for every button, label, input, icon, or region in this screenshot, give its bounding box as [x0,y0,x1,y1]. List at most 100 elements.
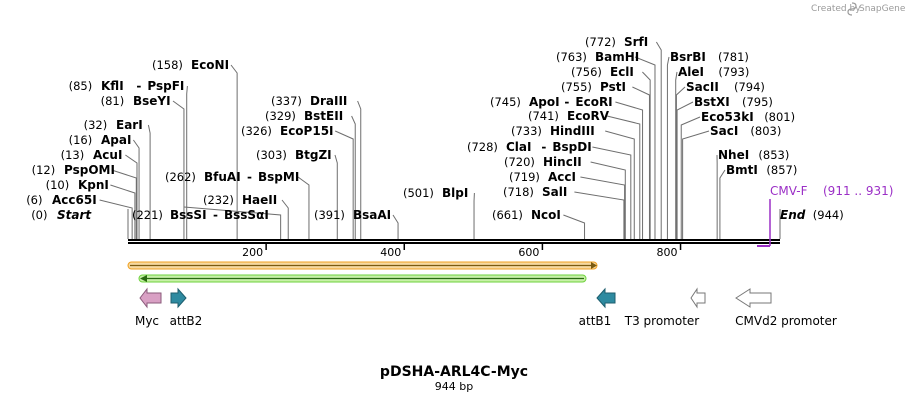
site-haeii[interactable]: HaeII (232) [203,193,277,207]
site-pos-hincii: (720) [504,155,535,169]
site-apai[interactable]: ApaI (16) [69,133,132,147]
site-bstxi[interactable]: BstXI (795) [694,95,773,109]
orf-orange[interactable] [127,261,598,270]
site-pos-econi: (158) [152,58,183,72]
site-sep-bfuai: - [247,170,252,184]
site-hincii[interactable]: HincII (720) [504,155,582,169]
site-pos-srfi: (772) [585,35,616,49]
tick-label-600: 600 [518,246,539,259]
site-name-haeii: HaeII [242,193,277,207]
site-name-econi: EcoNI [191,58,229,72]
site-eco53ki[interactable]: Eco53kI (801) [701,110,795,124]
site-pos-ecop15i: (326) [241,124,272,138]
site-name2-apoi: EcoRI [575,95,612,109]
site-clai[interactable]: ClaI - BspDI (728) [467,140,592,154]
site-name2-bfuai: BspMI [258,170,299,184]
site-pos-bstxi: (795) [742,95,773,109]
site-bsssi[interactable]: BssSI - BssSαI (221) [132,208,269,222]
site-ecorv[interactable]: EcoRV (741) [528,109,610,123]
site-pos-bmti: (857) [766,163,797,177]
site-start[interactable]: Start (0) [31,208,92,222]
feature-myc[interactable]: Myc [135,287,162,328]
site-bsteii[interactable]: BstEII (329) [265,109,343,123]
site-name-acui: AcuI [93,148,122,162]
site-kfli[interactable]: KflI - PspFI (85) [69,79,185,93]
site-srfi[interactable]: SrfI (772) [585,35,648,49]
site-pos-bsrbi: (781) [718,50,749,64]
site-saci[interactable]: SacI (803) [710,124,781,138]
site-name-ecli: EclI [610,65,634,79]
site-name-apai: ApaI [101,133,131,147]
site-apoi[interactable]: ApoI - EcoRI (745) [490,95,613,109]
site-connectors [99,41,781,239]
site-sali[interactable]: SalI (718) [503,185,567,199]
sequence-backbone [128,239,780,244]
site-name-draiii: DraIII [310,94,347,108]
site-alei[interactable]: AleI (793) [678,65,749,79]
site-blpi[interactable]: BlpI (501) [403,186,468,200]
site-acc65i[interactable]: Acc65I (6) [26,193,96,207]
site-kpni[interactable]: KpnI (10) [46,178,109,192]
site-pos-ncoi: (661) [492,208,523,222]
site-ecli[interactable]: EclI (756) [571,65,634,79]
site-name-ecorv: EcoRV [567,109,610,123]
site-psti[interactable]: PstI (755) [561,80,626,94]
site-bseyi[interactable]: BseYI (81) [101,94,171,108]
site-pos-sacii: (794) [734,80,765,94]
site-sep-clai: - [541,140,546,154]
feature-t3-promoter[interactable]: T3 promoter [624,287,706,328]
site-draiii[interactable]: DraIII (337) [271,94,347,108]
site-acui[interactable]: AcuI (13) [61,148,123,162]
site-end[interactable]: End (944) [780,208,844,222]
feature-attb1[interactable]: attB1 [579,287,616,328]
credit-prefix: Created by [811,4,861,14]
site-hindiii[interactable]: HindIII (733) [511,124,595,138]
site-ecop15i[interactable]: EcoP15I (326) [241,124,334,138]
site-pos-nhei: (853) [758,148,789,162]
site-pos-bseyi: (81) [101,94,125,108]
plasmid-size: 944 bp [435,380,473,393]
site-name2-kfli: PspFI [147,79,184,93]
site-pos-acci: (719) [509,170,540,184]
site-pos-kpni: (10) [46,178,70,192]
site-bamhi[interactable]: BamHI (763) [556,50,639,64]
site-name-sali: SalI [542,185,567,199]
site-name-blpi: BlpI [442,186,468,200]
site-nhei[interactable]: NheI (853) [718,148,789,162]
site-name-kfli: KflI [101,79,124,93]
site-name-eco53ki: Eco53kI [701,110,754,124]
tick-label-800: 800 [657,246,678,259]
site-pspomi[interactable]: PspOMI (12) [32,163,115,177]
restriction-sites: Start(0)Acc65I(6)KpnI(10)PspOMI(12)AcuI(… [26,35,844,222]
site-econi[interactable]: EcoNI (158) [152,58,229,72]
site-eari[interactable]: EarI (32) [84,118,143,132]
site-bsrbi[interactable]: BsrBI (781) [670,50,749,64]
site-name-eari: EarI [116,118,143,132]
site-acci[interactable]: AccI (719) [509,170,576,184]
site-name-bmti: BmtI [726,163,758,177]
site-sacii[interactable]: SacII (794) [686,80,765,94]
site-name-ncoi: NcoI [531,208,561,222]
feature-attb2[interactable]: attB2 [170,287,203,328]
site-name-sacii: SacII [686,80,719,94]
site-btgzi[interactable]: BtgZI (303) [256,148,332,162]
site-pos-start: (0) [31,208,47,222]
site-bfuai[interactable]: BfuAI - BspMI (262) [165,170,299,184]
orf-green[interactable] [138,274,587,283]
site-pos-clai: (728) [467,140,498,154]
feature-label-cmvd2: CMVd2 promoter [735,314,837,328]
site-pos-eco53ki: (801) [764,110,795,124]
tick-label-200: 200 [242,246,263,259]
site-name-pspomi: PspOMI [64,163,115,177]
site-pos-haeii: (232) [203,193,234,207]
site-pos-draiii: (337) [271,94,302,108]
site-name-psti: PstI [600,80,626,94]
site-ncoi[interactable]: NcoI (661) [492,208,561,222]
site-pos-pspomi: (12) [32,163,56,177]
site-bsaai[interactable]: BsaAI (391) [314,208,391,222]
primer-cmv-f[interactable]: CMV-F (911 .. 931) [757,184,893,247]
site-pos-acc65i: (6) [26,193,42,207]
feature-cmvd2-promoter[interactable]: CMVd2 promoter [735,288,837,328]
feature-label-attb1: attB1 [579,314,612,328]
site-bmti[interactable]: BmtI (857) [726,163,797,177]
